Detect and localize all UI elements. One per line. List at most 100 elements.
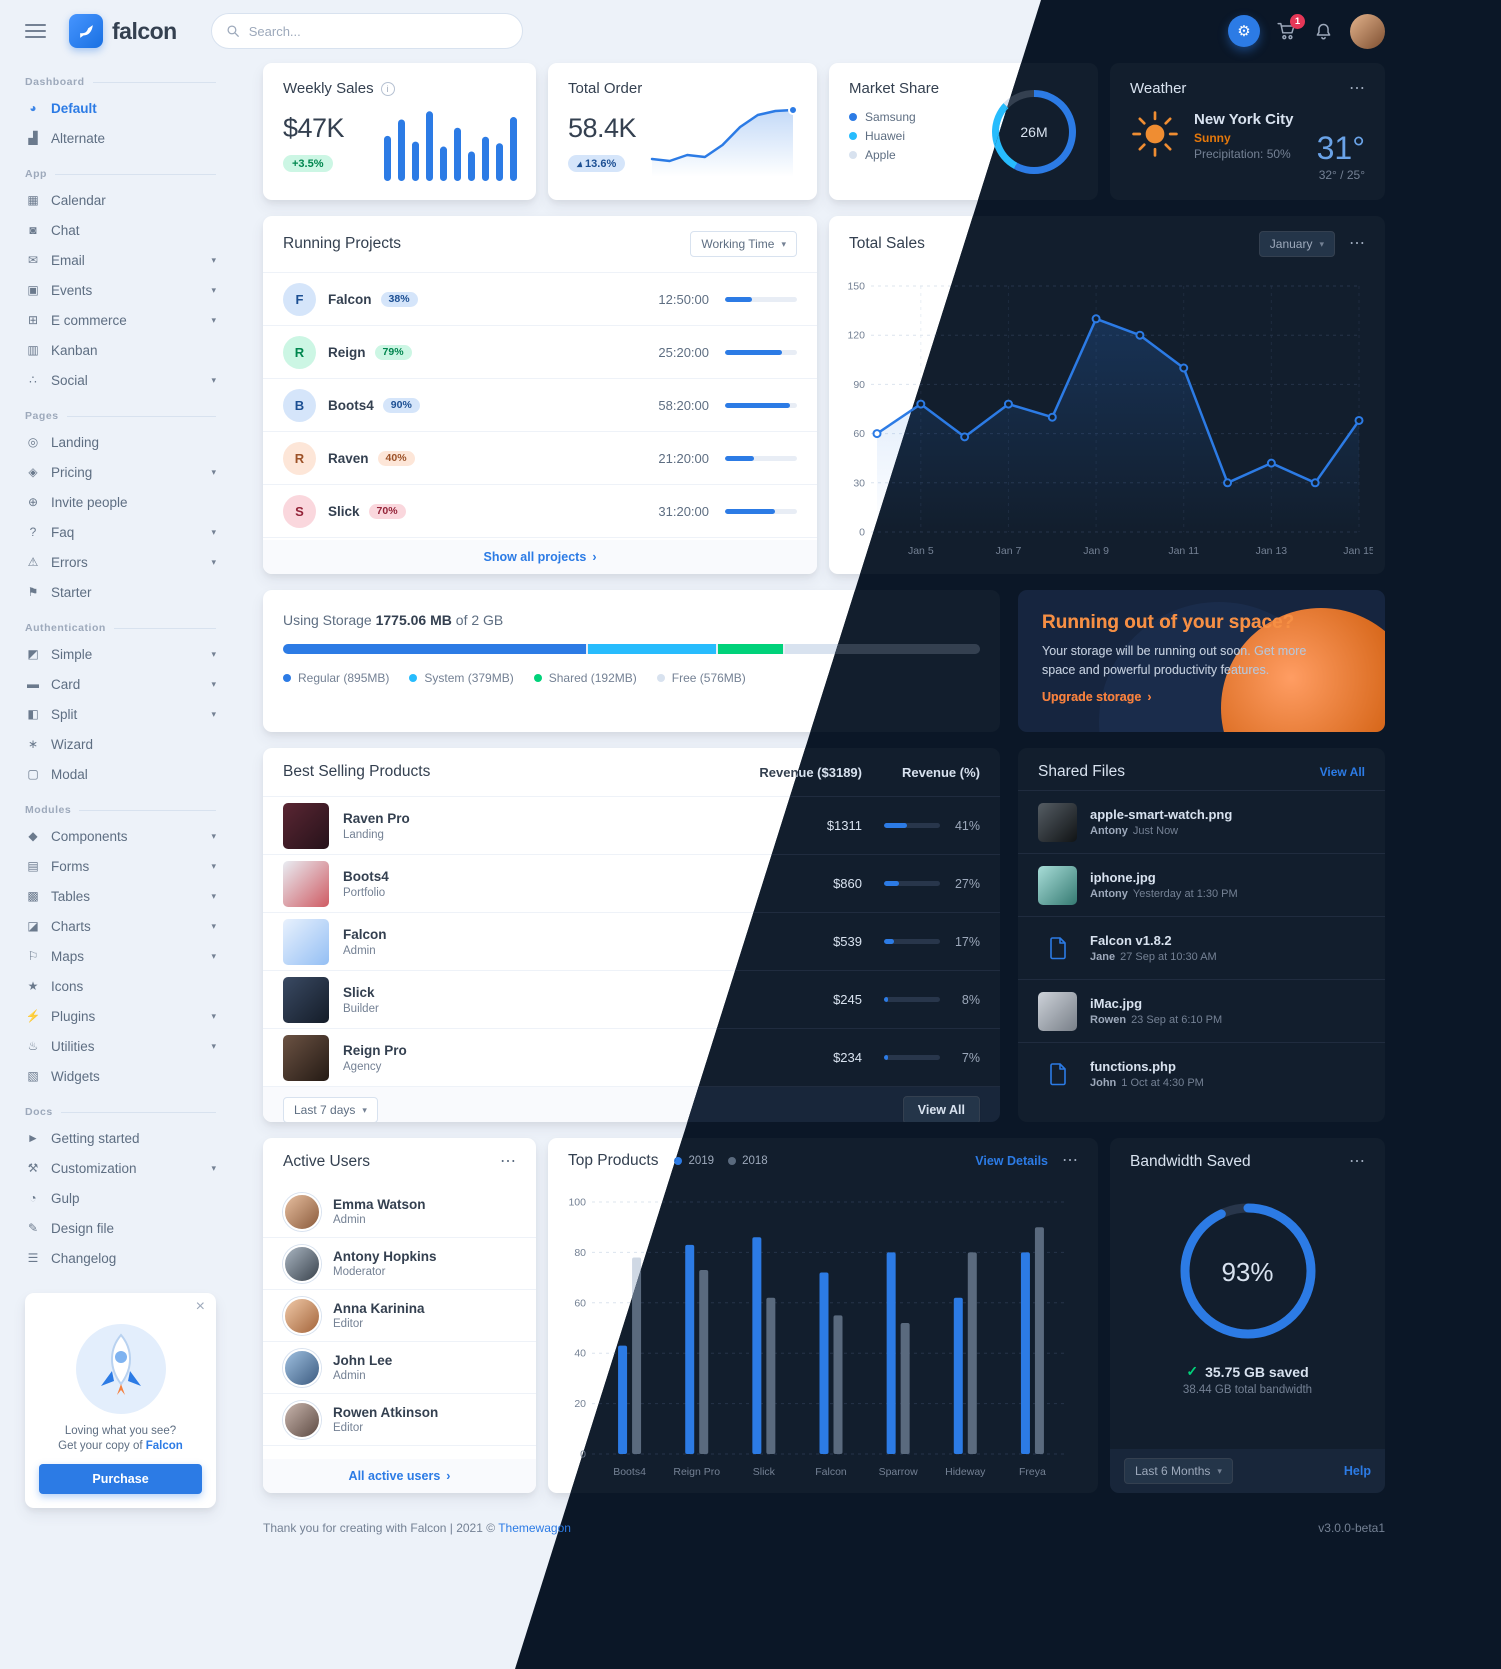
view-all-button[interactable]: View All	[902, 1096, 980, 1122]
project-name[interactable]: Falcon	[328, 291, 372, 307]
sidebar-item-maps[interactable]: ⚐ Maps	[25, 941, 216, 971]
card-menu-button[interactable]	[500, 1154, 516, 1170]
sidebar-item-customization[interactable]: ⚒ Customization	[25, 1153, 216, 1183]
file-item[interactable]: apple-smart-watch.png Antony Just Now	[1018, 790, 1385, 853]
sidebar-item-widgets[interactable]: ▧ Widgets	[25, 1061, 216, 1091]
sidebar-item-kanban[interactable]: ▥ Kanban	[25, 335, 216, 365]
show-all-projects-link[interactable]: Show all projects	[484, 550, 597, 564]
sidebar-item-getting-started[interactable]: ► Getting started	[25, 1123, 216, 1153]
file-item[interactable]: functions.php John 1 Oct at 4:30 PM	[1018, 1042, 1385, 1105]
product-name[interactable]: Raven Pro	[343, 810, 410, 826]
file-name[interactable]: iMac.jpg	[1090, 996, 1143, 1011]
card-menu-button[interactable]	[1349, 1154, 1365, 1170]
search-input[interactable]	[248, 23, 508, 39]
sidebar-item-forms[interactable]: ▤ Forms	[25, 851, 216, 881]
falcon-link[interactable]: Falcon	[145, 1440, 183, 1452]
sidebar-item-default[interactable]: ◕ Default	[25, 93, 216, 123]
sidebar-item-gulp[interactable]: ◔ Gulp	[25, 1183, 216, 1213]
user-info: Emma Watson Admin	[333, 1197, 426, 1226]
file-name[interactable]: iphone.jpg	[1090, 870, 1156, 885]
project-name[interactable]: Reign	[328, 344, 366, 360]
sidebar-item-components[interactable]: ◆ Components	[25, 821, 216, 851]
product-category[interactable]: Admin	[343, 944, 376, 957]
series-legend-2018[interactable]: 2018	[728, 1155, 768, 1167]
file-name[interactable]: functions.php	[1090, 1059, 1176, 1074]
sidebar-item-social[interactable]: ∴ Social	[25, 365, 216, 395]
user-avatar[interactable]	[1350, 13, 1385, 49]
svg-text:0: 0	[859, 527, 865, 539]
sidebar-item-errors[interactable]: ⚠ Errors	[25, 547, 216, 577]
sidebar-item-alternate[interactable]: ▟ Alternate	[25, 123, 216, 153]
sidebar-item-utilities[interactable]: ♨ Utilities	[25, 1031, 216, 1061]
working-time-select[interactable]: Working Time	[690, 231, 797, 257]
sidebar-item-changelog[interactable]: ☰ Changelog	[25, 1243, 216, 1273]
last-7-days-select[interactable]: Last 7 days	[283, 1097, 378, 1122]
product-name[interactable]: Boots4	[343, 868, 389, 884]
project-name[interactable]: Raven	[328, 450, 369, 466]
upgrade-storage-link[interactable]: Upgrade storage	[1042, 690, 1152, 704]
last-6-months-select[interactable]: Last 6 Months	[1124, 1458, 1233, 1484]
file-name[interactable]: apple-smart-watch.png	[1090, 807, 1233, 822]
project-name[interactable]: Boots4	[328, 397, 374, 413]
product-category[interactable]: Landing	[343, 828, 384, 841]
sidebar-item-email[interactable]: ✉ Email	[25, 245, 216, 275]
card-menu-button[interactable]	[1062, 1153, 1078, 1169]
total-order-value: 58.4K	[568, 113, 637, 143]
hamburger-menu-icon[interactable]	[25, 24, 46, 38]
user-name[interactable]: Rowen Atkinson	[333, 1405, 439, 1420]
card-menu-button[interactable]	[1349, 236, 1365, 252]
card-menu-button[interactable]	[1349, 81, 1365, 97]
help-link[interactable]: Help	[1343, 1464, 1371, 1478]
shared-files-view-all-link[interactable]: View All	[1319, 765, 1365, 779]
sidebar-item-plugins[interactable]: ⚡ Plugins	[25, 1001, 216, 1031]
user-name[interactable]: Anna Karinina	[333, 1301, 425, 1316]
file-item[interactable]: iphone.jpg Antony Yesterday at 1:30 PM	[1018, 853, 1385, 916]
themewagon-link[interactable]: Themewagon	[498, 1521, 571, 1535]
project-progress-fill	[725, 508, 776, 514]
product-category[interactable]: Portfolio	[343, 886, 386, 899]
notifications-bell-button[interactable]	[1313, 21, 1334, 42]
app-logo[interactable]: falcon	[69, 14, 177, 48]
sidebar-item-e-commerce[interactable]: ⊞ E commerce	[25, 305, 216, 335]
sidebar-item-starter[interactable]: ⚑ Starter	[25, 577, 216, 607]
product-category[interactable]: Builder	[343, 1002, 379, 1015]
sidebar-item-design-file[interactable]: ✎ Design file	[25, 1213, 216, 1243]
file-name[interactable]: Falcon v1.8.2	[1090, 933, 1172, 948]
sidebar-item-card[interactable]: ▬ Card	[25, 669, 216, 699]
cart-button[interactable]: 1	[1276, 13, 1305, 42]
series-legend-2019[interactable]: 2019	[674, 1155, 714, 1167]
sidebar-item-chat[interactable]: ◙ Chat	[25, 215, 216, 245]
sidebar-item-modal[interactable]: ▢ Modal	[25, 759, 216, 789]
sidebar-item-icons[interactable]: ★ Icons	[25, 971, 216, 1001]
purchase-button[interactable]: Purchase	[39, 1464, 202, 1494]
file-item[interactable]: iMac.jpg Rowen 23 Sep at 6:10 PM	[1018, 979, 1385, 1042]
product-name[interactable]: Reign Pro	[343, 1042, 407, 1058]
close-icon[interactable]	[196, 1298, 205, 1316]
product-name[interactable]: Slick	[343, 984, 375, 1000]
product-name[interactable]: Falcon	[343, 926, 387, 942]
file-time: 27 Sep at 10:30 AM	[1120, 951, 1217, 963]
user-name[interactable]: John Lee	[333, 1353, 393, 1368]
settings-gear-button[interactable]	[1228, 15, 1260, 47]
sidebar-item-tables[interactable]: ▩ Tables	[25, 881, 216, 911]
file-item[interactable]: Falcon v1.8.2 Jane 27 Sep at 10:30 AM	[1018, 916, 1385, 979]
sidebar-item-events[interactable]: ▣ Events	[25, 275, 216, 305]
sidebar-item-charts[interactable]: ◪ Charts	[25, 911, 216, 941]
view-details-link[interactable]: View Details	[975, 1154, 1048, 1168]
sidebar-item-invite-people[interactable]: ⊕ Invite people	[25, 487, 216, 517]
user-name[interactable]: Emma Watson	[333, 1197, 426, 1212]
sidebar-item-wizard[interactable]: ∗ Wizard	[25, 729, 216, 759]
month-select[interactable]: January	[1258, 231, 1335, 257]
sidebar-item-faq[interactable]: ? Faq	[25, 517, 216, 547]
sidebar-item-split[interactable]: ◧ Split	[25, 699, 216, 729]
sidebar-item-landing[interactable]: ◎ Landing	[25, 427, 216, 457]
all-active-users-link[interactable]: All active users	[349, 1469, 451, 1483]
project-name[interactable]: Slick	[328, 503, 360, 519]
sidebar-item-calendar[interactable]: ▦ Calendar	[25, 185, 216, 215]
info-icon[interactable]	[380, 81, 395, 96]
user-info: Antony Hopkins Moderator	[333, 1249, 437, 1278]
sidebar-item-pricing[interactable]: ◈ Pricing	[25, 457, 216, 487]
sidebar-item-simple[interactable]: ◩ Simple	[25, 639, 216, 669]
product-category[interactable]: Agency	[343, 1060, 382, 1073]
user-name[interactable]: Antony Hopkins	[333, 1249, 437, 1264]
